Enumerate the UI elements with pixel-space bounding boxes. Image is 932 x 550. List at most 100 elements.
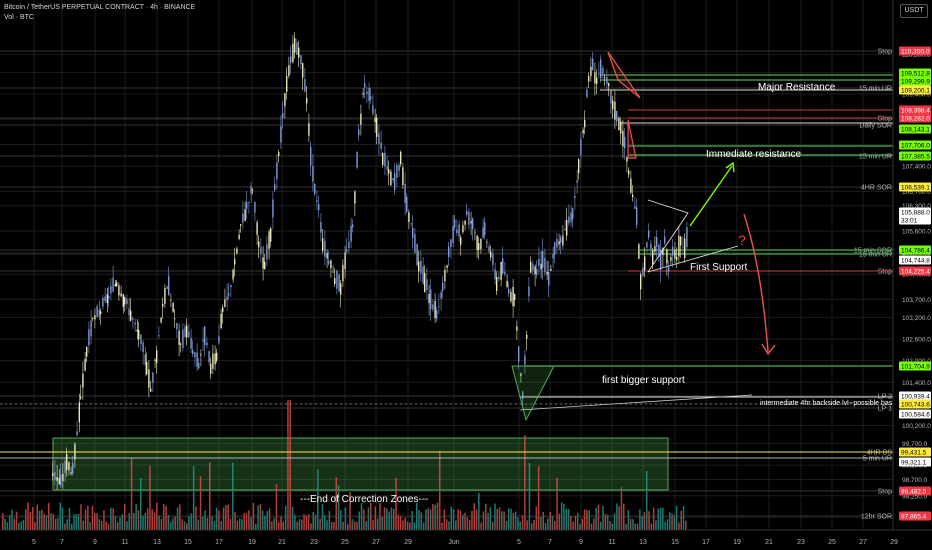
level-label: 4HR SOR [861,185,892,192]
candle-body [620,121,622,134]
level-label: 5 min UR [863,456,892,463]
volume-bar [236,520,239,530]
candle-body [298,47,300,58]
volume-bar [549,512,551,530]
volume-bar [204,510,206,530]
bearish-arrow [743,213,769,353]
price-tick-label: 102,600.0 [902,337,931,344]
candle-body [396,165,398,178]
candle-body [216,352,218,361]
time-tick-label: 25 [828,539,836,546]
volume-bar [87,505,89,530]
price-label-bg [899,124,931,134]
candle-body [226,296,228,301]
volume-bar [213,521,216,530]
price-tick-label: 99,700.0 [902,441,928,448]
volume-bar [455,520,457,530]
candle-body [368,87,370,102]
currency-button[interactable]: USDT [900,4,928,18]
candle-body [70,472,72,474]
price-label: 105,888.0 [901,210,930,217]
volume-bar [406,521,409,530]
time-tick-label: 11 [121,539,128,546]
volume-bar [73,514,75,530]
volume-bar [353,521,356,530]
candle-body [166,287,168,289]
candle-body [514,294,516,300]
volume-bar [524,435,526,530]
candle-body [466,210,468,215]
candle-body [558,241,560,245]
annotation-text: Major Resistance [758,82,836,93]
volume-bar [664,521,666,530]
price-label-bg [899,245,931,255]
candle-body [236,248,238,254]
volume-bar [89,522,91,530]
volume-bar [583,509,586,530]
volume-bar [68,507,71,530]
volume-bar [337,485,340,530]
volume-bar [261,510,264,530]
candle-body [358,129,360,136]
volume-bar [666,519,669,530]
candle-body [214,353,216,365]
volume-bar [66,519,68,530]
volume-bar [606,514,609,530]
level-label: 12hr SOR [861,514,892,521]
price-label: 108,282.0 [901,116,930,123]
volume-bar [291,506,294,530]
candle-body [258,241,260,248]
chart-title: Bitcoin / TetherUS PERPETUAL CONTRACT · … [4,4,196,11]
price-label-bg [899,46,931,56]
candle-body [590,66,592,77]
volume-bar [202,516,204,530]
volume-bar [347,523,349,530]
candle-body [616,111,618,122]
volume-bar [620,487,623,530]
candle-body [198,363,200,369]
volume-bar [18,522,20,530]
volume-bar [133,513,135,530]
volume-bar [114,516,117,530]
volume-bar [43,514,45,530]
volume-bar [82,520,84,530]
candle-body [224,299,226,307]
candle-body [162,304,164,307]
candle-body [160,317,162,323]
candle-body [384,152,386,167]
volume-bar [41,509,43,530]
price-label: 107,706.0 [901,143,930,150]
candle-body [436,310,438,319]
candle-body [92,317,94,319]
volume-bar [250,517,252,530]
level-label: Stop [878,116,893,123]
volume-bar [641,515,643,530]
candle-body [540,263,542,270]
candle-body [282,113,284,118]
candle-body [434,301,436,319]
price-label-bg [899,85,931,95]
volume-bar [567,509,570,530]
candle-body [316,200,318,202]
candle-body [426,279,428,291]
candle-body [150,388,152,392]
candle-body [194,352,196,358]
candle-body [574,195,576,199]
volume-bar [36,504,38,530]
annotation-text: first bigger support [602,375,685,386]
volume-bar [409,522,411,530]
candle-body [522,391,524,400]
time-tick-label: 13 [153,539,161,546]
volume-bar [429,509,432,530]
time-tick-label: 15 [671,539,679,546]
candle-body [52,473,54,477]
price-tick-label: 100,200.0 [902,423,931,430]
candle-body [520,373,522,376]
candle-body [556,238,558,248]
volume-bar [307,514,310,530]
candle-body [232,269,234,280]
volume-bar [597,504,600,530]
volume-bar [616,503,618,530]
time-tick-label: 27 [372,539,380,546]
